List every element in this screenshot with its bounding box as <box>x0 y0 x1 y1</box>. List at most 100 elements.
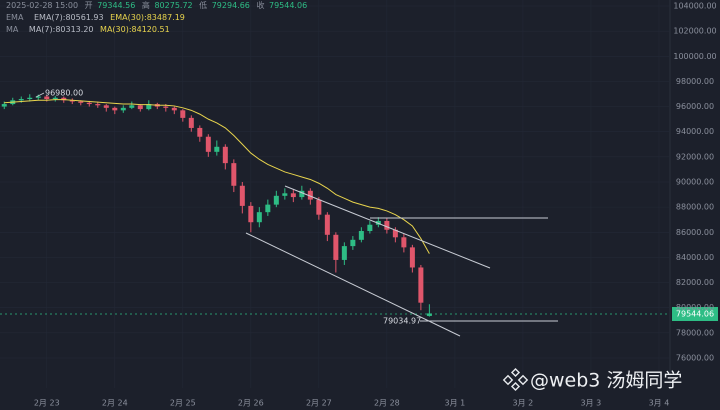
header-time: 2025-02-28 15:00 <box>6 1 78 10</box>
trend-line <box>245 232 461 337</box>
y-tick-label: 78000.00 <box>676 328 714 337</box>
candle-body <box>180 110 186 118</box>
candle-body <box>129 105 135 108</box>
trend-line <box>284 185 491 269</box>
value: MA(30):84120.51 <box>100 25 170 34</box>
y-tick-label: 82000.00 <box>676 278 714 287</box>
watermark[interactable]: @web3 汤姆同学 <box>530 370 682 392</box>
x-tick-label: 3月 1 <box>445 399 466 408</box>
candle-body <box>299 190 305 198</box>
candle-body <box>392 229 398 238</box>
y-tick-label: 94000.00 <box>676 127 714 136</box>
watermark-logo <box>502 367 529 392</box>
y-tick-label: 88000.00 <box>676 203 714 212</box>
y-tick-label: 84000.00 <box>676 253 714 262</box>
x-tick-label: 2月 25 <box>170 399 196 408</box>
x-tick-label: 2月 23 <box>34 399 60 408</box>
y-tick-label: 100000.00 <box>673 52 716 61</box>
candle-body <box>273 195 279 205</box>
candle-body <box>171 107 177 111</box>
candle-body <box>333 234 339 260</box>
candle-body <box>367 224 373 232</box>
candle-body <box>44 96 50 100</box>
candle-body <box>426 313 432 316</box>
x-tick-label: 3月 2 <box>513 399 534 408</box>
value: MA(7):80313.20 <box>29 25 94 34</box>
candle-body <box>401 237 407 248</box>
label: 开 <box>85 1 93 10</box>
header-ma: MA MA(7):80313.20 MA(30):84120.51 <box>6 25 170 34</box>
candle-body <box>163 106 169 108</box>
y-tick-label: 80000.00 <box>676 303 714 312</box>
x-tick-label: 3月 4 <box>649 399 670 408</box>
candle-body <box>384 220 390 230</box>
candle-body <box>205 136 211 152</box>
candle-body <box>239 185 245 206</box>
y-tick-label: 86000.00 <box>676 228 714 237</box>
label: EMA <box>6 13 24 22</box>
candle-body <box>112 107 118 111</box>
candle-body <box>69 100 75 102</box>
candle-body <box>137 105 143 110</box>
annotation: 79034.97 <box>383 317 421 326</box>
value: 80275.72 <box>154 1 192 10</box>
candle-body <box>418 267 424 303</box>
candle-body <box>61 97 67 101</box>
candle-body <box>248 205 254 223</box>
value: EMA(7):80561.93 <box>34 13 104 22</box>
y-tick-label: 96000.00 <box>676 102 714 111</box>
candle-body <box>341 246 347 260</box>
plot <box>0 0 670 388</box>
candle-body <box>103 105 109 108</box>
candle-body <box>290 193 296 198</box>
y-tick-label: 92000.00 <box>676 152 714 161</box>
candle-body <box>52 97 58 100</box>
value: 79294.66 <box>212 1 250 10</box>
y-tick-label: 90000.00 <box>676 177 714 186</box>
x-tick-label: 2月 27 <box>306 399 332 408</box>
x-tick-label: 3月 3 <box>581 399 602 408</box>
value: EMA(30):83487.19 <box>110 13 185 22</box>
label: 高 <box>142 0 150 10</box>
header-ohlc: 2025-02-28 15:00 开 79344.56 高 80275.72 低… <box>6 0 307 10</box>
price-badge-label: 79544.06 <box>676 310 714 319</box>
candle-body <box>95 104 101 106</box>
candle-body <box>409 247 415 268</box>
y-tick-label: 76000.00 <box>676 353 714 362</box>
candle-body <box>197 127 203 137</box>
candle-body <box>146 104 152 110</box>
label: 低 <box>199 0 207 10</box>
x-tick-label: 2月 26 <box>238 399 264 408</box>
candle-body <box>231 163 237 186</box>
y-tick-label: 102000.00 <box>673 27 716 36</box>
x-tick-label: 2月 24 <box>102 399 128 408</box>
y-tick-label: 98000.00 <box>676 77 714 86</box>
candle-body <box>214 146 220 152</box>
label: 收 <box>256 0 264 10</box>
candle-body <box>120 107 126 111</box>
y-tick-label: 104000.00 <box>673 1 716 10</box>
candle-body <box>316 199 322 215</box>
annotation-pointer <box>35 92 45 98</box>
candle-body <box>78 101 84 103</box>
candle-body <box>307 190 313 200</box>
value: 79344.56 <box>97 1 135 10</box>
x-tick-label: 2月 28 <box>374 399 400 408</box>
candle-body <box>256 212 262 223</box>
candle-body <box>1 104 7 107</box>
candle-body <box>188 117 194 128</box>
candle-body <box>350 239 356 247</box>
candle-body <box>27 97 33 100</box>
candle-body <box>35 96 41 98</box>
candle-body <box>358 231 364 240</box>
price-badge <box>672 307 718 321</box>
indicator-line <box>4 99 430 254</box>
candle-body <box>324 214 330 235</box>
header-ema: EMA EMA(7):80561.93 EMA(30):83487.19 <box>6 13 185 22</box>
candle-body <box>282 193 288 196</box>
annotation: 96980.00 <box>45 89 83 98</box>
candle-body <box>265 204 271 213</box>
candle-body <box>222 146 228 164</box>
